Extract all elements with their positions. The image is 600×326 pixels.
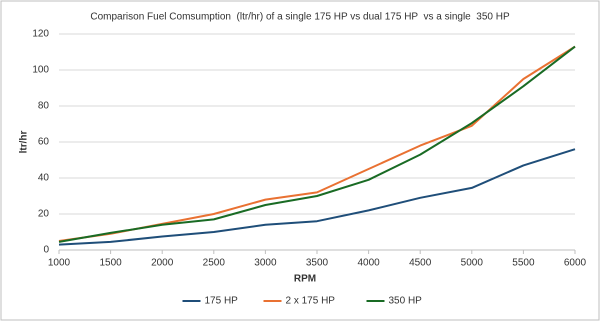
legend-label: 175 HP xyxy=(205,296,239,307)
legend-label: 2 x 175 HP xyxy=(286,296,336,307)
chart-title: Comparison Fuel Comsumption (ltr/hr) of … xyxy=(90,12,510,23)
series-line xyxy=(58,148,576,246)
x-tick-label: 4000 xyxy=(357,258,380,269)
x-tick-label: 5500 xyxy=(512,258,535,269)
x-tick-label: 2500 xyxy=(203,258,226,269)
x-tick-label: 2000 xyxy=(151,258,174,269)
legend-label: 350 HP xyxy=(389,296,423,307)
x-tick-label: 4500 xyxy=(409,258,432,269)
x-tick-label: 3500 xyxy=(306,258,329,269)
x-axis-label: RPM xyxy=(294,274,316,285)
y-tick-label: 80 xyxy=(38,101,50,112)
x-tick-label: 3000 xyxy=(254,258,277,269)
y-tick-label: 20 xyxy=(38,209,50,220)
x-tick-label: 6000 xyxy=(564,258,587,269)
series-line xyxy=(58,45,576,243)
y-tick-label: 60 xyxy=(38,137,50,148)
y-tick-label: 100 xyxy=(32,65,49,76)
x-tick-label: 1000 xyxy=(48,258,71,269)
y-axis-label: ltr/hr xyxy=(19,131,30,154)
x-tick-label: 1500 xyxy=(99,258,122,269)
y-tick-label: 120 xyxy=(32,29,49,40)
x-tick-label: 5000 xyxy=(461,258,484,269)
y-tick-label: 40 xyxy=(38,173,50,184)
y-tick-label: 0 xyxy=(43,245,49,256)
